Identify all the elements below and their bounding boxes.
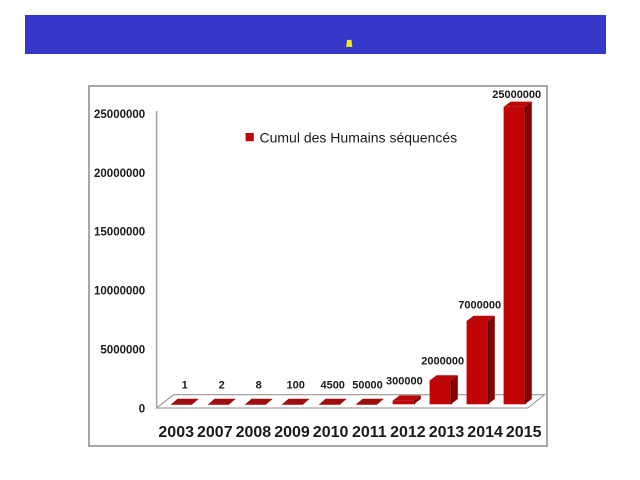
svg-text:25000000: 25000000 bbox=[94, 109, 145, 121]
svg-text:7000000: 7000000 bbox=[458, 299, 501, 311]
svg-text:5000000: 5000000 bbox=[100, 345, 145, 357]
svg-text:2012: 2012 bbox=[390, 424, 426, 441]
svg-text:2008: 2008 bbox=[236, 424, 272, 441]
svg-text:2003: 2003 bbox=[158, 424, 194, 441]
svg-text:50000: 50000 bbox=[352, 379, 383, 391]
svg-text:4500: 4500 bbox=[320, 380, 344, 392]
svg-text:100: 100 bbox=[287, 380, 305, 392]
svg-text:Cumul des Humains séquencés: Cumul des Humains séquencés bbox=[260, 129, 458, 145]
svg-text:10000000: 10000000 bbox=[94, 286, 145, 298]
svg-text:2014: 2014 bbox=[467, 424, 503, 441]
svg-text:2007: 2007 bbox=[197, 424, 233, 441]
svg-text:2009: 2009 bbox=[274, 424, 310, 441]
svg-text:1: 1 bbox=[182, 380, 188, 392]
svg-text:2011: 2011 bbox=[352, 424, 387, 441]
svg-text:300000: 300000 bbox=[386, 376, 423, 388]
svg-text:25000000: 25000000 bbox=[492, 89, 541, 101]
svg-text:15000000: 15000000 bbox=[94, 227, 145, 239]
svg-text:2: 2 bbox=[219, 380, 225, 392]
svg-text:0: 0 bbox=[139, 404, 145, 416]
svg-text:2010: 2010 bbox=[313, 424, 349, 441]
svg-text:8: 8 bbox=[256, 380, 262, 392]
svg-text:2015: 2015 bbox=[506, 424, 542, 441]
svg-text:2000000: 2000000 bbox=[421, 355, 464, 367]
svg-text:2013: 2013 bbox=[429, 424, 465, 441]
svg-text:20000000: 20000000 bbox=[94, 168, 145, 180]
